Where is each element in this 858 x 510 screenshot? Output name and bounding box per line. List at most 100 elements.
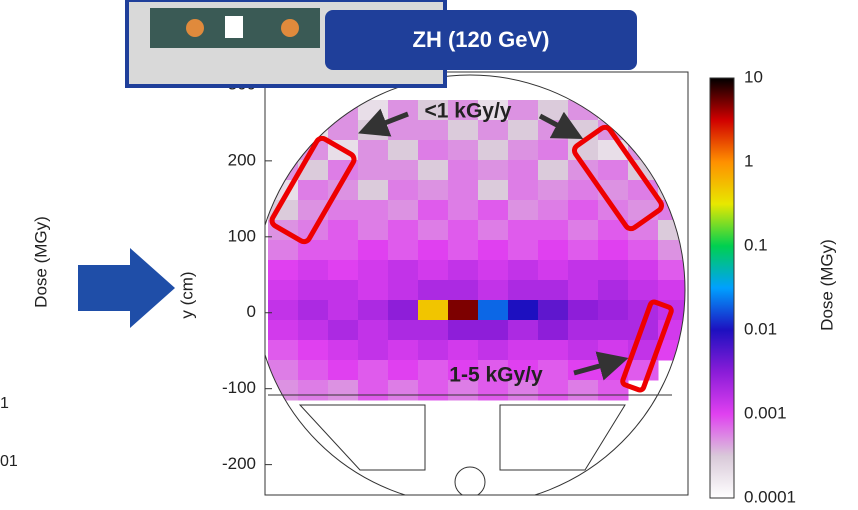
heatmap-cell: [448, 160, 479, 181]
heatmap-cell: [598, 320, 629, 341]
y-tick-label: -200: [222, 454, 256, 473]
heatmap-cell: [388, 300, 419, 321]
heatmap-cell: [448, 180, 479, 201]
colorbar-label: Dose (MGy): [817, 239, 836, 331]
inset-detail: [225, 16, 243, 38]
heatmap-cell: [298, 260, 329, 281]
heatmap-cell: [448, 280, 479, 301]
heatmap-cell: [658, 120, 689, 141]
heatmap-cell: [538, 340, 569, 361]
colorbar-tick-label: 0.0001: [744, 487, 796, 505]
heatmap-cell: [658, 340, 689, 361]
heatmap-cell: [328, 260, 359, 281]
heatmap-cell: [388, 160, 419, 181]
heatmap-cell: [658, 240, 689, 261]
inset-label: ZH (120 GeV): [413, 27, 550, 52]
heatmap-cell: [328, 300, 359, 321]
heatmap-cell: [358, 180, 389, 201]
heatmap-cell: [268, 300, 299, 321]
heatmap-cell: [598, 160, 629, 181]
inset-detail: [186, 19, 204, 37]
heatmap-cell: [478, 200, 509, 221]
heatmap-cell: [478, 260, 509, 281]
heatmap-cell: [418, 280, 449, 301]
heatmap-cell: [568, 320, 599, 341]
heatmap-cell: [508, 100, 539, 121]
heatmap-cell: [418, 140, 449, 161]
heatmap-cell: [388, 260, 419, 281]
heatmap-cell: [568, 340, 599, 361]
heatmap-cell: [358, 260, 389, 281]
heatmap-cell: [388, 180, 419, 201]
heatmap-cell: [478, 120, 509, 141]
heatmap-cell: [268, 240, 299, 261]
heatmap-cell: [478, 340, 509, 361]
heatmap-cell: [508, 160, 539, 181]
heatmap-cell: [568, 300, 599, 321]
heatmap-cell: [358, 140, 389, 161]
y-axis-label: y (cm): [177, 271, 196, 318]
heatmap-cell: [268, 140, 299, 161]
heatmap-cell: [388, 280, 419, 301]
heatmap-cell: [448, 320, 479, 341]
heatmap-cell: [598, 280, 629, 301]
heatmap-cell: [658, 100, 689, 121]
heatmap-cell: [388, 140, 419, 161]
heatmap-cell: [448, 220, 479, 241]
heatmap-cell: [298, 380, 329, 401]
heatmap-cell: [448, 300, 479, 321]
heatmap-cell: [268, 100, 299, 121]
heatmap-cell: [328, 120, 359, 141]
heatmap-cell: [358, 360, 389, 381]
heatmap-cell: [328, 240, 359, 261]
left-colorbar-label: Dose (MGy): [31, 216, 50, 308]
heatmap-cell: [328, 100, 359, 121]
heatmap-cell: [388, 360, 419, 381]
heatmap-cell: [388, 120, 419, 141]
heatmap-cell: [628, 200, 659, 221]
heatmap-cell: [568, 220, 599, 241]
heatmap-cell: [298, 340, 329, 361]
annotation: <1 kGy/y: [425, 100, 512, 123]
heatmap-cell: [418, 300, 449, 321]
heatmap-cell: [328, 380, 359, 401]
colorbar-tick-label: 0.1: [744, 235, 768, 254]
heatmap-cell: [568, 380, 599, 401]
heatmap-cell: [508, 280, 539, 301]
heatmap-cell: [358, 300, 389, 321]
arrow: [78, 248, 175, 328]
heatmap-cell: [358, 320, 389, 341]
heatmap-cell: [538, 240, 569, 261]
heatmap-cell: [478, 240, 509, 261]
inset-detail: [281, 19, 299, 37]
heatmap-cell: [328, 220, 359, 241]
heatmap-cell: [478, 220, 509, 241]
annotation: 1-5 kGy/y: [449, 364, 543, 387]
heatmap-cell: [508, 220, 539, 241]
heatmap-cell: [508, 300, 539, 321]
heatmap-cell: [598, 300, 629, 321]
heatmap-cell: [538, 280, 569, 301]
heatmap-cell: [418, 180, 449, 201]
heatmap-cell: [358, 280, 389, 301]
heatmap-cell: [628, 120, 659, 141]
heatmap-cell: [568, 260, 599, 281]
heatmap-cell: [478, 300, 509, 321]
colorbar-tick-label: 0.001: [744, 403, 787, 422]
heatmap-cell: [538, 180, 569, 201]
heatmap-cell: [418, 240, 449, 261]
heatmap-cell: [268, 120, 299, 141]
heatmap-cell: [388, 340, 419, 361]
y-tick-label: 200: [228, 150, 256, 169]
heatmap-cell: [298, 100, 329, 121]
heatmap-cell: [658, 180, 689, 201]
heatmap-cell: [358, 100, 389, 121]
heatmap-cell: [598, 100, 629, 121]
slide: Dose (MGy) 1 01 3002001000-100-2001010.1…: [0, 0, 858, 505]
heatmap-cell: [268, 360, 299, 381]
colorbar-tick-label: 1: [744, 151, 753, 170]
heatmap-cell: [628, 100, 659, 121]
colorbar-tick-label: 10: [744, 67, 763, 86]
heatmap-cell: [418, 160, 449, 181]
heatmap-cell: [358, 220, 389, 241]
